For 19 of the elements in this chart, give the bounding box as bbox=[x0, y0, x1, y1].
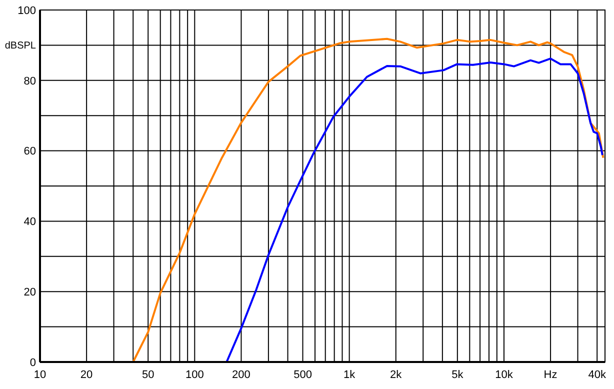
x-tick-label: 100 bbox=[185, 369, 204, 381]
x-tick-label: 1k bbox=[344, 369, 356, 381]
x-tick-label: 10k bbox=[495, 369, 514, 381]
x-tick-label: 50 bbox=[142, 369, 154, 381]
y-tick-label: 100 bbox=[18, 4, 36, 17]
y-tick-label: 40 bbox=[24, 216, 36, 228]
x-tick-label: 5k bbox=[452, 369, 464, 381]
y-tick-label: 80 bbox=[24, 75, 36, 88]
x-tick-label: 20 bbox=[80, 369, 93, 381]
x-tick-label: 500 bbox=[294, 369, 312, 381]
x-tick-label: 40k bbox=[588, 369, 606, 381]
y-tick-label: 20 bbox=[24, 286, 36, 298]
x-tick-label: 10 bbox=[34, 369, 46, 381]
y-tick-label: 60 bbox=[24, 146, 36, 158]
y-tick-label: 0 bbox=[30, 356, 36, 369]
x-tick-label: Hz bbox=[544, 369, 558, 381]
x-tick-label: 2k bbox=[390, 369, 402, 381]
x-tick-label: 200 bbox=[232, 369, 250, 381]
y-tick-label: dBSPL bbox=[4, 40, 36, 52]
